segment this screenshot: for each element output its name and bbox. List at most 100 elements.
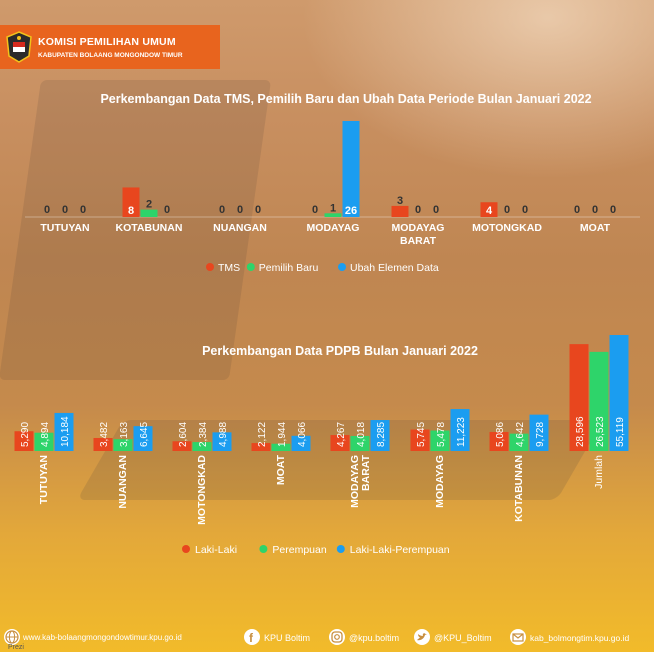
chart2-data-label: 26,523 — [595, 416, 606, 447]
chart1-data-label: 0 — [433, 204, 439, 216]
chart2-category-label: MOAT — [275, 454, 287, 485]
chart2-legend-label: Laki-Laki — [195, 544, 237, 556]
chart2-legend-marker — [182, 545, 190, 553]
chart2-category-label: NUANGAN — [117, 455, 129, 509]
chart2-data-label: 4,894 — [40, 422, 51, 447]
chart1-legend-marker — [206, 263, 214, 271]
chart1-category-label: MOAT — [580, 222, 611, 234]
chart2-category-label: MODAYAG — [349, 455, 361, 508]
chart1-legend-label: Pemilih Baru — [259, 262, 319, 274]
chart2-data-label: 5,478 — [436, 422, 447, 447]
chart2-data-label: 55,119 — [615, 417, 626, 447]
chart2-bar — [93, 437, 113, 451]
chart2-bar — [350, 435, 370, 451]
chart2-bar — [172, 441, 192, 451]
chart2-data-label: 8,285 — [376, 422, 387, 447]
chart2-bar — [410, 429, 430, 451]
chart1-bar — [342, 121, 360, 217]
footer-instagram[interactable]: @kpu.boltim — [349, 633, 400, 643]
chart1-legend-label: TMS — [218, 262, 240, 274]
chart1-data-label: 26 — [345, 205, 357, 217]
chart2-data-label: 4,988 — [218, 422, 229, 447]
chart1-data-label: 0 — [62, 204, 68, 216]
chart2-bar — [133, 426, 153, 451]
chart1-data-label: 8 — [128, 205, 134, 217]
chart2-bar — [569, 344, 589, 451]
chart1-legend-label: Ubah Elemen Data — [350, 262, 439, 274]
chart1-data-label: 0 — [219, 204, 225, 216]
chart2-bar — [529, 414, 549, 451]
chart1-data-label: 0 — [44, 204, 50, 216]
chart2-data-label: 3,482 — [99, 422, 110, 447]
chart2-data-label: 5,745 — [416, 422, 427, 447]
chart1-data-label: 0 — [164, 204, 170, 216]
chart2-category-label: Jumlah — [593, 455, 605, 489]
chart1-data-label: 0 — [574, 204, 580, 216]
chart2-data-label: 6,645 — [139, 422, 150, 447]
chart1-category-label: MOTONGKAD — [472, 222, 542, 234]
chart-tms: Perkembangan Data TMS, Pemilih Baru dan … — [25, 92, 640, 274]
chart2-data-label: 4,642 — [515, 422, 526, 447]
chart1-data-label: 0 — [80, 204, 86, 216]
chart1-data-label: 3 — [397, 195, 403, 207]
chart2-data-label: 4,066 — [297, 422, 308, 447]
facebook-icon: f — [244, 629, 260, 645]
chart2-data-label: 4,018 — [356, 422, 367, 447]
chart1-data-label: 0 — [504, 204, 510, 216]
chart2-bar — [192, 442, 212, 451]
footer-email[interactable]: kab_bolmongtim.kpu.go.id — [530, 633, 630, 643]
chart2-data-label: 5,290 — [20, 422, 31, 447]
chart2-bar — [113, 439, 133, 451]
chart1-bar — [391, 205, 409, 217]
chart2-bar — [330, 435, 350, 451]
chart1-bar — [140, 209, 158, 217]
chart2-data-label: 4,267 — [336, 422, 347, 447]
chart2-category-label: MOTONGKAD — [196, 455, 208, 525]
chart2-data-label: 2,604 — [178, 422, 189, 447]
chart1-category-label: NUANGAN — [213, 222, 267, 234]
chart1-bar — [480, 202, 498, 217]
footer-facebook[interactable]: KPU Boltim — [264, 633, 311, 643]
chart2-legend-marker — [336, 545, 345, 553]
chart2-data-label: 28,596 — [575, 416, 586, 447]
globe-icon — [4, 629, 20, 645]
header-subtitle: KABUPATEN BOLAANG MONGONDOW TIMUR — [38, 52, 183, 59]
chart1-bar — [324, 213, 342, 217]
footer-website[interactable]: www.kab-bolaangmongondowtimur.kpu.go.id — [23, 633, 182, 642]
chart2-bar — [291, 435, 311, 451]
chart1-category-label: MODAYAG — [307, 222, 360, 234]
chart1-data-label: 0 — [312, 204, 318, 216]
chart2-bar — [271, 443, 291, 451]
chart1-category-label: KOTABUNAN — [116, 222, 183, 234]
chart2-bar — [54, 412, 74, 451]
instagram-icon — [329, 629, 345, 645]
chart2-data-label: 11,223 — [456, 417, 467, 447]
chart1-data-label: 0 — [255, 204, 261, 216]
chart1-category-label: BARAT — [400, 235, 437, 247]
chart2-data-label: 1,944 — [277, 422, 288, 447]
chart2-category-label: BARAT — [360, 454, 372, 491]
chart1-data-label: 2 — [146, 199, 152, 211]
chart2-bar — [589, 351, 609, 451]
chart1-data-label: 1 — [330, 202, 336, 214]
chart2-bar — [609, 335, 629, 451]
chart1-category-label: MODAYAG — [392, 222, 445, 234]
chart2-bar — [430, 430, 450, 451]
email-icon — [510, 629, 526, 645]
header-banner — [0, 25, 220, 69]
chart2-bar — [489, 431, 509, 451]
chart1-data-label: 4 — [486, 205, 493, 217]
chart1-data-label: 0 — [610, 204, 616, 216]
footer-twitter[interactable]: @KPU_Boltim — [434, 633, 492, 643]
chart2-data-label: 9,728 — [535, 422, 546, 447]
chart1-data-label: 0 — [522, 204, 528, 216]
chart2-legend-marker — [259, 545, 268, 553]
chart2-bar — [370, 420, 390, 451]
chart1-bar — [122, 187, 140, 217]
chart2-data-label: 10,184 — [60, 416, 71, 447]
chart2-legend-label: Laki-Laki-Perempuan — [350, 544, 450, 556]
chart2-category-label: MODAYAG — [434, 455, 446, 508]
chart2-bar — [450, 409, 470, 451]
chart2-data-label: 2,384 — [198, 422, 209, 447]
